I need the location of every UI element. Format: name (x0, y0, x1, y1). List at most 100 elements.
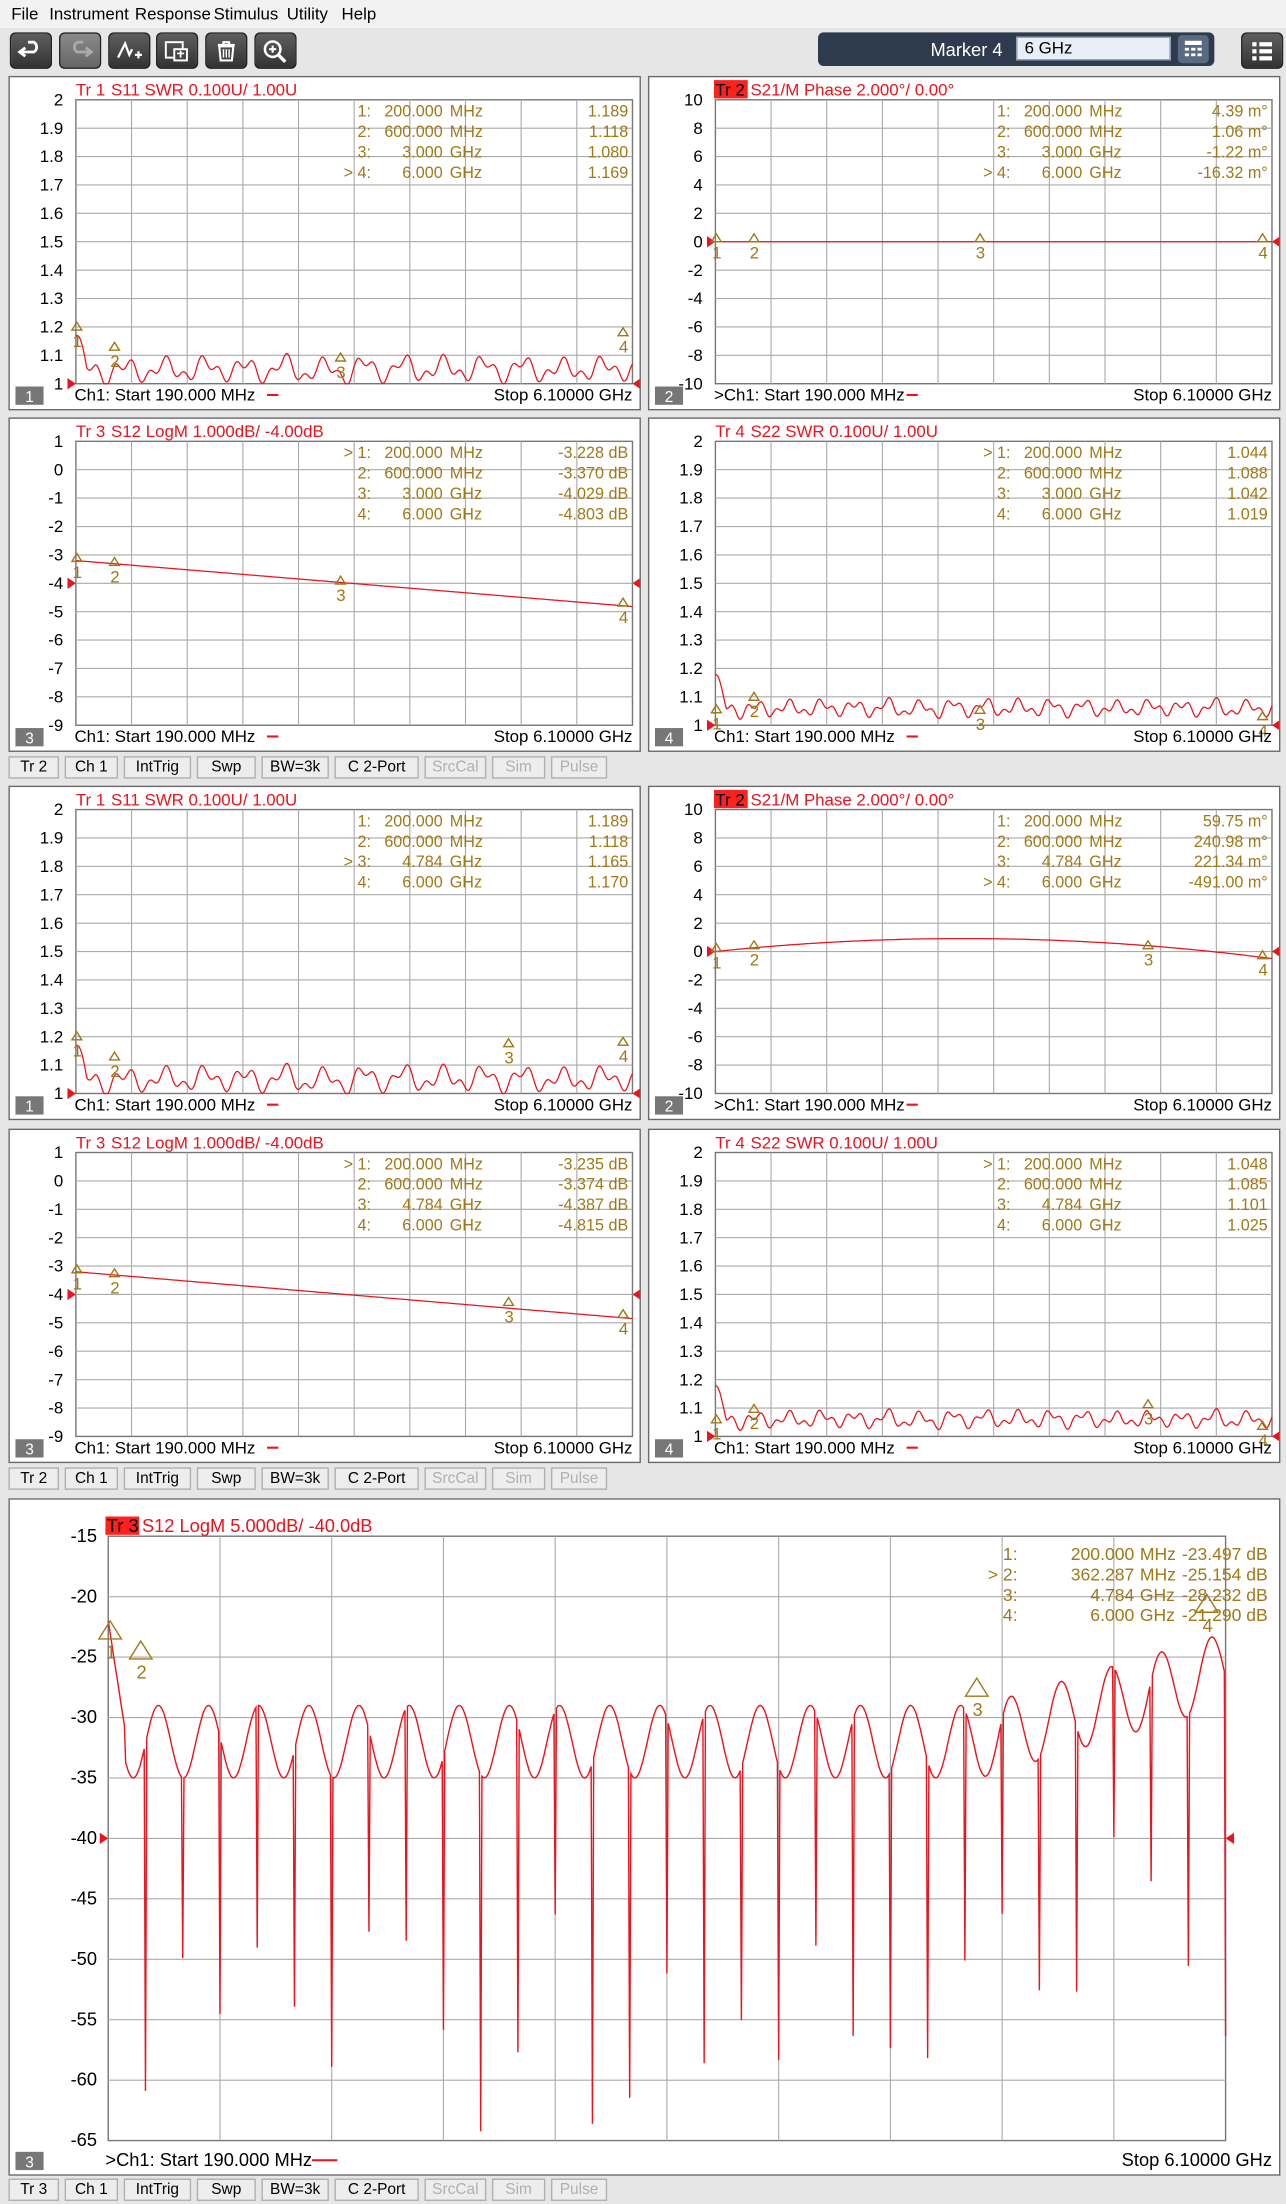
sweep-start[interactable]: Ch1: Start 190.000 MHz (714, 727, 895, 746)
sweep-stop[interactable]: Stop 6.10000 GHz (1133, 727, 1272, 746)
window-number-badge[interactable] (15, 2151, 44, 2171)
menu-grid-icon[interactable] (1241, 32, 1284, 69)
status-bw-3k[interactable]: BW=3k (261, 1467, 329, 1490)
marker-triangle[interactable] (70, 1263, 84, 1274)
trace-id[interactable]: Tr 2 (715, 81, 744, 100)
trace-window-9[interactable]: Tr 3 S12 LogM 5.000dB/ -40.0dB -15 -20 -25 -… (8, 1498, 1281, 2176)
trace-plot[interactable]: Tr 2 S21/M Phase 2.000°/ 0.00° 10 8 6 4 2 0 -2 -… (649, 787, 1280, 1119)
trace-id[interactable]: Tr 2 (715, 790, 744, 809)
status-srccal[interactable]: SrcCal (424, 1467, 487, 1490)
marker-triangle[interactable] (1256, 1420, 1269, 1431)
menu-utility[interactable]: Utility (286, 4, 328, 24)
trash-button[interactable] (205, 32, 248, 69)
trace-description[interactable]: S22 SWR 0.100U/ 1.00U (751, 1133, 938, 1152)
trace-description[interactable]: S11 SWR 0.100U/ 1.00U (111, 81, 297, 100)
marker-triangle[interactable] (973, 232, 987, 243)
marker-triangle[interactable] (1194, 1592, 1220, 1613)
menu-stimulus[interactable]: Stimulus (213, 4, 279, 24)
status-inttrig[interactable]: IntTrig (123, 1467, 192, 1490)
status-srccal[interactable]: SrcCal (424, 2178, 487, 2202)
marker-triangle[interactable] (710, 703, 723, 714)
marker-triangle[interactable] (1256, 710, 1269, 721)
trace-id[interactable]: Tr 4 (715, 422, 744, 441)
menu-help[interactable]: Help (341, 4, 377, 24)
reference-level-left[interactable] (706, 719, 716, 731)
copy-data-button[interactable] (156, 32, 199, 69)
window-number-badge[interactable] (654, 1439, 684, 1458)
marker-triangle[interactable] (973, 704, 987, 715)
marker-triangle[interactable] (1141, 1398, 1155, 1409)
marker-triangle[interactable] (747, 939, 761, 950)
trace-window-7[interactable]: Tr 3 S12 LogM 1.000dB/ -4.00dB 1 0 -1 -2 -3 -4… (8, 1128, 641, 1464)
trace-description[interactable]: S21/M Phase 2.000°/ 0.00° (751, 81, 955, 100)
marker-triangle[interactable] (334, 574, 347, 585)
reference-level-right[interactable] (632, 578, 640, 589)
trace-description[interactable]: S12 LogM 1.000dB/ -4.00dB (111, 1133, 324, 1152)
reference-level-left[interactable] (67, 378, 76, 390)
trace-window-4[interactable]: Tr 4 S22 SWR 0.100U/ 1.00U 2 1.9 1.8 1.7 1.6 1… (647, 417, 1281, 752)
status-pulse[interactable]: Pulse (550, 1467, 608, 1490)
window-number-badge[interactable] (15, 1096, 44, 1115)
status-bw-3k[interactable]: BW=3k (261, 756, 329, 779)
marker-triangle[interactable] (747, 691, 761, 701)
sweep-stop[interactable]: Stop 6.10000 GHz (494, 386, 633, 405)
status-tr-3[interactable]: Tr 3 (8, 2178, 60, 2202)
marker-triangle[interactable] (334, 351, 347, 362)
marker-triangle[interactable] (108, 556, 121, 567)
trace-description[interactable]: S12 LogM 5.000dB/ -40.0dB (142, 1515, 373, 1536)
sweep-stop[interactable]: Stop 6.10000 GHz (1133, 1438, 1272, 1457)
marker-triangle[interactable] (502, 1037, 515, 1048)
trace-plot[interactable]: Tr 1 S11 SWR 0.100U/ 1.00U 2 1.9 1.8 1.7 1.6 1… (10, 77, 640, 409)
reference-level-right[interactable] (1271, 1431, 1280, 1442)
status-pulse[interactable]: Pulse (550, 2178, 608, 2202)
trace-window-2[interactable]: Tr 2 S21/M Phase 2.000°/ 0.00° 10 8 6 4 2 0 -2 -… (647, 75, 1281, 411)
sweep-start[interactable]: >Ch1: Start 190.000 MHz (105, 2149, 312, 2170)
sweep-stop[interactable]: Stop 6.10000 GHz (494, 1095, 633, 1114)
status-inttrig[interactable]: IntTrig (123, 756, 192, 779)
status-swp[interactable]: Swp (196, 2178, 256, 2202)
sweep-start[interactable]: Ch1: Start 190.000 MHz (74, 1438, 255, 1457)
marker-triangle[interactable] (108, 341, 121, 351)
reference-level-left[interactable] (67, 1087, 76, 1100)
trace-id[interactable]: Tr 3 (76, 422, 105, 441)
trace-id[interactable]: Tr 4 (715, 1133, 744, 1152)
sweep-stop[interactable]: Stop 6.10000 GHz (1122, 2149, 1272, 2170)
window-number-badge[interactable] (15, 1439, 44, 1458)
reference-level-right[interactable] (1271, 236, 1280, 247)
sweep-start[interactable]: Ch1: Start 190.000 MHz (74, 386, 255, 405)
trace-plot[interactable]: Tr 4 S22 SWR 0.100U/ 1.00U 2 1.9 1.8 1.7 1.6 1… (649, 1130, 1280, 1462)
reference-level-left[interactable] (99, 1832, 109, 1845)
trace-id[interactable]: Tr 1 (76, 81, 105, 100)
trace-description[interactable]: S22 SWR 0.100U/ 1.00U (751, 422, 938, 441)
reference-level-right[interactable] (632, 378, 640, 389)
sweep-stop[interactable]: Stop 6.10000 GHz (1133, 1095, 1272, 1114)
status-sim[interactable]: Sim (491, 2178, 546, 2202)
trace-description[interactable]: S21/M Phase 2.000°/ 0.00° (751, 790, 955, 809)
sweep-stop[interactable]: Stop 6.10000 GHz (494, 1438, 633, 1457)
marker-triangle[interactable] (747, 232, 761, 243)
status-srccal[interactable]: SrcCal (424, 756, 487, 779)
reference-level-left[interactable] (67, 577, 76, 589)
marker-triangle[interactable] (70, 1030, 84, 1041)
marker-triangle[interactable] (616, 326, 630, 337)
status-inttrig[interactable]: IntTrig (123, 2178, 192, 2202)
reference-level-left[interactable] (706, 1430, 716, 1443)
status-tr-2[interactable]: Tr 2 (8, 756, 60, 779)
trace-window-5[interactable]: Tr 1 S11 SWR 0.100U/ 1.00U 2 1.9 1.8 1.7 1.6 1… (8, 785, 641, 1121)
marker-triangle[interactable] (70, 552, 84, 563)
status-sim[interactable]: Sim (491, 756, 546, 779)
marker-triangle[interactable] (1141, 939, 1155, 950)
status-ch-1[interactable]: Ch 1 (64, 756, 119, 779)
marker-triangle[interactable] (747, 1403, 761, 1413)
marker-triangle[interactable] (70, 320, 84, 331)
status-c-2-port[interactable]: C 2-Port (334, 2178, 419, 2202)
trace-description[interactable]: S12 LogM 1.000dB/ -4.00dB (111, 422, 324, 441)
keypad-icon[interactable] (1177, 35, 1209, 64)
marker-triangle[interactable] (964, 1676, 990, 1697)
menu-instrument[interactable]: Instrument (49, 4, 129, 24)
window-number-badge[interactable] (654, 386, 684, 405)
sweep-stop[interactable]: Stop 6.10000 GHz (494, 727, 633, 746)
reference-level-left[interactable] (67, 1288, 76, 1301)
marker-triangle[interactable] (97, 1619, 123, 1640)
status-tr-2[interactable]: Tr 2 (8, 1467, 60, 1490)
